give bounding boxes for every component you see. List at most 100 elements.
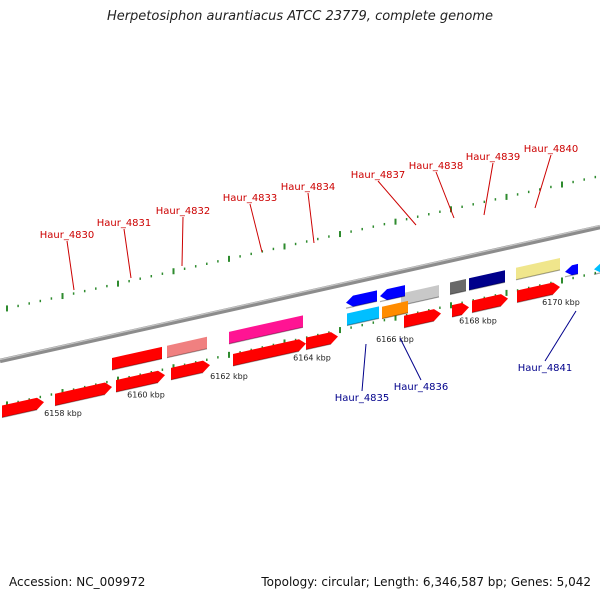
cds-arrow-9-shadow — [471, 305, 502, 314]
cds-arrow-2-shadow — [54, 393, 106, 407]
gene-box-haur_4839-shadow — [468, 281, 506, 291]
cds-arrow-8-shadow — [451, 314, 463, 318]
cds-arrow-4 — [170, 360, 210, 381]
leader-line — [181, 216, 184, 267]
feature-label-haur_4831: Haur_4831 — [97, 218, 152, 229]
gene-box-haur_4839 — [468, 270, 506, 291]
accession-text: Accession: NC_009972 — [9, 575, 146, 589]
leader-line — [377, 180, 417, 226]
leader-line — [534, 154, 552, 209]
feature-layer — [1, 257, 600, 419]
rev-arrow-2-body — [380, 285, 405, 301]
cds-arrow-3-body — [116, 370, 165, 393]
cds-arrow-1-shadow — [1, 409, 38, 419]
gene-box-haur_4836-body — [382, 300, 408, 319]
cds-arrow-9 — [471, 294, 508, 314]
feature-label-haur_4835: Haur_4835 — [335, 393, 390, 404]
cds-arrow-9-body — [472, 294, 508, 313]
scale-label: 6162 kbp — [210, 372, 248, 381]
cds-arrow-5 — [232, 339, 306, 367]
gene-box-haur_4832 — [166, 336, 208, 359]
feature-label-haur_4841: Haur_4841 — [518, 363, 573, 374]
gene-box-haur_4835-body — [347, 306, 379, 326]
scale-label-layer: 6158 kbp 6160 kbp 6162 kbp 6164 kbp 6166 kbp… — [44, 298, 580, 418]
gene-box-haur_4833-body — [229, 315, 303, 344]
gene-box-haur_4840 — [515, 257, 561, 281]
leader-line — [361, 343, 367, 392]
cds-arrow-7-body — [404, 309, 441, 328]
cds-arrow-1 — [1, 397, 44, 419]
rev-arrow-4-shadow — [593, 272, 600, 275]
cds-arrow-6-body — [306, 332, 338, 350]
leader-line — [435, 171, 455, 219]
cds-arrow-8-body — [452, 302, 469, 318]
cds-arrow-10 — [516, 282, 560, 304]
genome-backbone — [0, 224, 600, 364]
scale-label: 6168 kbp — [459, 316, 497, 325]
gene-box-haur_4832-shadow — [166, 348, 208, 359]
scale-label: 6166 kbp — [376, 335, 414, 344]
feature-label-haur_4830: Haur_4830 — [40, 230, 95, 241]
gene-box-haur_4832-body — [167, 336, 207, 358]
rev-arrow-1 — [345, 290, 378, 309]
scale-label: 6164 kbp — [293, 353, 331, 362]
rev-arrow-3-body — [565, 263, 578, 276]
cds-arrow-5-body — [233, 339, 306, 366]
leader-line — [399, 337, 422, 381]
cds-arrow-10-shadow — [516, 293, 554, 304]
gene-box-haur_4831 — [111, 346, 163, 371]
topology-text: Topology: circular; Length: 6,346,587 bp… — [261, 575, 591, 589]
genome-backbone-highlight — [0, 225, 600, 361]
cds-arrow-7-shadow — [403, 320, 435, 329]
leader-line — [66, 240, 75, 291]
gene-box-haur_4837-body — [401, 284, 439, 306]
rev-arrow-3-shadow — [564, 273, 579, 278]
gene-box-haur_4833 — [228, 315, 304, 345]
gene-box-haur_4835-shadow — [346, 317, 380, 327]
feature-label-haur_4840: Haur_4840 — [524, 144, 579, 155]
leader-line — [123, 228, 132, 279]
feature-label-haur_4832: Haur_4832 — [156, 206, 211, 217]
cds-arrow-3-shadow — [115, 382, 159, 393]
cds-arrow-5-shadow — [232, 350, 300, 367]
rev-arrow-3 — [564, 263, 579, 278]
cds-arrow-2 — [54, 382, 112, 407]
gene-box-haur_4839-body — [469, 270, 505, 291]
cds-arrow-6-shadow — [305, 343, 332, 351]
cds-arrow-4-body — [171, 360, 210, 380]
rev-arrow-2-shadow — [379, 295, 406, 303]
gene-box-haur_4836 — [381, 300, 409, 320]
map-title: Herpetosiphon aurantiacus ATCC 23779, co… — [106, 9, 494, 24]
leader-line — [249, 203, 263, 253]
gene-box-haur_4833-shadow — [228, 326, 304, 345]
feature-label-haur_4837: Haur_4837 — [351, 170, 406, 181]
rev-arrow-1-shadow — [345, 300, 378, 309]
feature-label-haur_4839: Haur_4839 — [466, 152, 521, 163]
cds-arrow-3 — [115, 370, 165, 393]
rev-arrow-1-body — [346, 290, 377, 307]
gene-box-haur_4838-shadow — [449, 290, 467, 296]
gene-box-haur_4831-shadow — [111, 358, 163, 371]
leader-line — [307, 192, 315, 244]
gene-box-haur_4835 — [346, 306, 380, 327]
scale-label: 6158 kbp — [44, 409, 82, 418]
cds-arrow-7 — [403, 309, 441, 329]
backbone-layer — [0, 224, 600, 364]
gene-box-haur_4831-body — [112, 346, 162, 370]
gene-box-haur_4838 — [449, 278, 467, 296]
leader-line — [483, 162, 494, 216]
cds-arrow-8 — [451, 302, 469, 318]
gene-box-haur_4840-shadow — [515, 269, 561, 281]
gene-box-haur_4840-body — [516, 257, 560, 280]
cds-arrow-2-body — [55, 382, 112, 406]
cds-arrow-1-body — [2, 397, 44, 418]
gene-box-haur_4838-body — [450, 278, 466, 295]
cds-arrow-10-body — [517, 282, 560, 303]
feature-label-haur_4836: Haur_4836 — [394, 382, 449, 393]
leader-line — [544, 310, 577, 362]
feature-label-haur_4833: Haur_4833 — [223, 193, 278, 204]
scale-label: 6160 kbp — [127, 390, 165, 399]
cds-arrow-6 — [305, 332, 338, 351]
